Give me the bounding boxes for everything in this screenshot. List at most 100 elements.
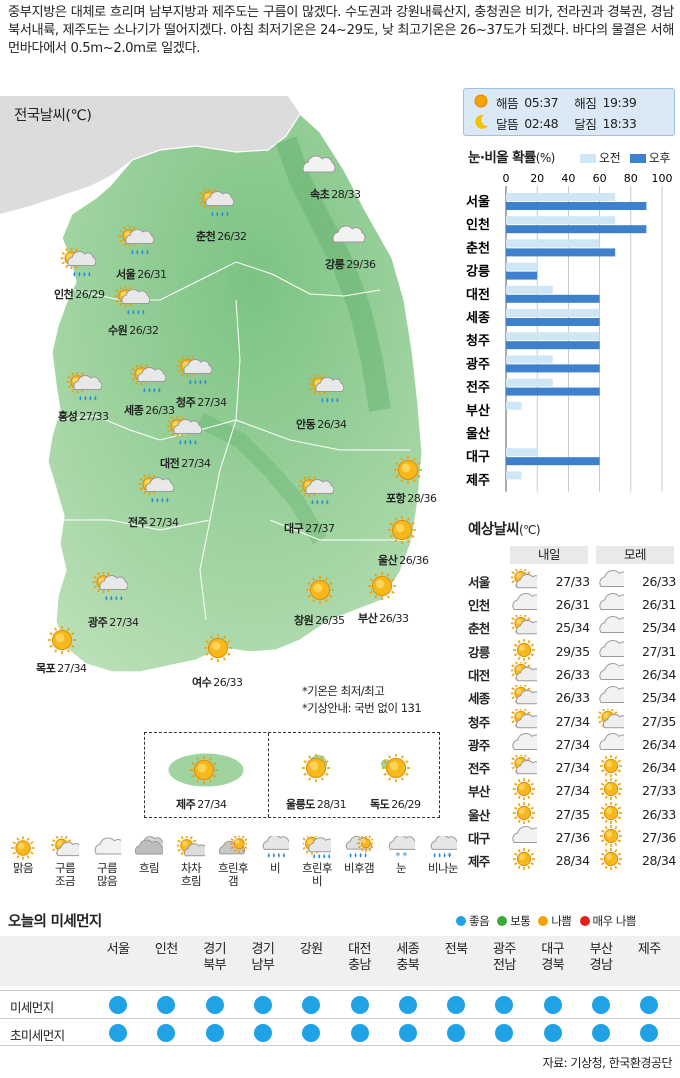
forecast-temp: 26/33	[555, 666, 590, 682]
dust-region-line: 대전	[348, 942, 371, 957]
dust-level-dot	[543, 1024, 562, 1042]
dust-region-header: 서울	[94, 942, 142, 958]
dust-level-dot	[253, 996, 272, 1014]
forecast-temp: 26/33	[641, 573, 676, 589]
forecast-icon-sun-cloud	[510, 683, 544, 710]
dust-level-dot	[592, 996, 610, 1014]
precip-bar-pm	[506, 225, 647, 234]
forecast-cell: 26/34	[598, 662, 678, 687]
forecast-temp: 25/34	[641, 620, 676, 636]
forecast-temp: 27/34	[555, 760, 590, 776]
dust-level-dot	[495, 996, 514, 1014]
dust-region-header: 대전 충남	[336, 942, 384, 974]
island-weather-icon-sunny	[298, 752, 332, 783]
note-temperature: *기온은 최저/최고	[302, 684, 385, 698]
precip-bar-pm	[506, 248, 616, 257]
forecast-city: 대구	[468, 831, 490, 847]
map-city-label: 여수 26/33	[192, 674, 243, 690]
forecast-city: 강릉	[468, 644, 490, 660]
forecast-row: 울산 27/35 26/33	[468, 801, 678, 826]
dust-region-line: 광주	[493, 942, 516, 957]
dust-level-dot	[579, 916, 590, 926]
precip-bar-pm	[506, 294, 600, 303]
dust-title: 오늘의 미세먼지	[8, 914, 102, 930]
dust-region-header: 경기 북부	[191, 942, 239, 974]
city-name: 여수	[192, 676, 212, 689]
legend-item-overcast: 흐림	[128, 836, 170, 875]
precip-bar-am	[506, 355, 553, 364]
island-label: 독도 26/29	[370, 796, 421, 812]
dust-legend-item: 좋음	[456, 913, 490, 929]
sunset-time: 19:39	[602, 94, 637, 110]
map-title: 전국날씨(℃)	[14, 108, 92, 124]
dust-row-label: 미세먼지	[10, 1000, 54, 1015]
city-temp: 27/33	[79, 410, 109, 423]
map-weather-icon-sun-cloud-rain	[118, 225, 155, 256]
dust-level-dot	[543, 996, 562, 1014]
legend-item-label: 흐린후	[218, 861, 249, 875]
forecast-temp: 25/34	[641, 690, 676, 706]
map-weather-icon-sun-cloud-rain	[66, 371, 103, 402]
forecast-cell: 27/33	[510, 566, 591, 594]
map-weather-icon-sun-cloud-rain	[166, 415, 203, 446]
forecast-temp: 26/33	[641, 806, 676, 822]
precip-bar-am	[506, 216, 616, 225]
forecast-temp: 27/31	[641, 643, 676, 659]
map-city-label: 대전 27/34	[160, 455, 211, 471]
map-city-label: 속초 28/33	[310, 186, 361, 202]
map-weather-icon-sunny	[364, 570, 398, 601]
map-weather-icon-sun-cloud-rain	[138, 473, 175, 504]
city-name: 울산	[378, 554, 398, 567]
forecast-row: 제주 28/34 28/34	[468, 848, 678, 873]
forecast-temp: 27/34	[555, 736, 590, 752]
dust-level-dot	[302, 1024, 321, 1042]
forecast-temp: 27/35	[641, 713, 676, 729]
forecast-icon-sunny	[598, 848, 624, 873]
forecast-city: 서울	[468, 574, 490, 590]
precip-tick-label: 100	[652, 172, 673, 185]
island-label: 울릉도 28/31	[286, 796, 347, 812]
city-temp: 26/33	[379, 612, 409, 625]
island-weather-icon-sunny	[378, 752, 412, 783]
precip-bar-pm	[506, 341, 600, 350]
forecast-cell: 25/34	[598, 615, 678, 640]
legend-pm-swatch	[629, 154, 646, 163]
map-city-label: 광주 27/34	[88, 614, 139, 630]
dust-region-line: 경북	[541, 958, 565, 973]
dust-legend-item: 매우 나쁨	[579, 913, 637, 929]
forecast-temp: 27/34	[555, 783, 590, 799]
map-weather-icon-sunny	[200, 632, 234, 663]
forecast-temp: 26/34	[641, 760, 676, 776]
forecast-temp: 27/36	[641, 830, 676, 846]
dust-region-line: 강원	[299, 942, 323, 957]
forecast-icon-cloudy	[511, 732, 546, 757]
forecast-cell: 27/36	[598, 824, 678, 850]
forecast-icon-cloudy	[511, 592, 546, 617]
forecast-icon-sun-cloud	[510, 659, 544, 687]
forecast-cell: 27/35	[596, 706, 678, 734]
city-temp: 27/34	[181, 457, 211, 470]
map-city-label: 전주 27/34	[128, 514, 179, 530]
dust-region-header: 제주	[625, 942, 673, 958]
dust-region-line: 전북	[444, 942, 468, 957]
forecast-cell: 28/34	[598, 848, 678, 873]
map-weather-icon-sun-cloud-rain	[92, 571, 129, 602]
dust-region-header: 세종 충북	[384, 942, 432, 974]
dust-level-dot	[538, 916, 549, 926]
map-city-label: 창원 26/35	[294, 612, 345, 628]
map-city-label: 안동 26/34	[296, 416, 347, 432]
forecast-icon-sun-cloud	[510, 753, 544, 780]
forecast-row: 청주 27/34 27/35	[468, 706, 678, 734]
dust-legend-label: 매우 나쁨	[592, 914, 637, 928]
forecast-city: 울산	[468, 807, 490, 823]
precip-tick-label: 20	[530, 172, 544, 185]
city-temp: 27/34	[109, 616, 139, 629]
forecast-cell: 25/34	[598, 685, 678, 710]
forecast-cell: 26/34	[598, 755, 678, 780]
forecast-cell: 26/31	[598, 592, 678, 617]
forecast-cell: 26/33	[598, 569, 678, 594]
map-city-label: 서울 26/31	[116, 266, 167, 282]
dust-region-header: 부산 경남	[577, 942, 625, 974]
city-name: 광주	[88, 616, 108, 629]
dust-region-line: 대구	[541, 942, 565, 957]
